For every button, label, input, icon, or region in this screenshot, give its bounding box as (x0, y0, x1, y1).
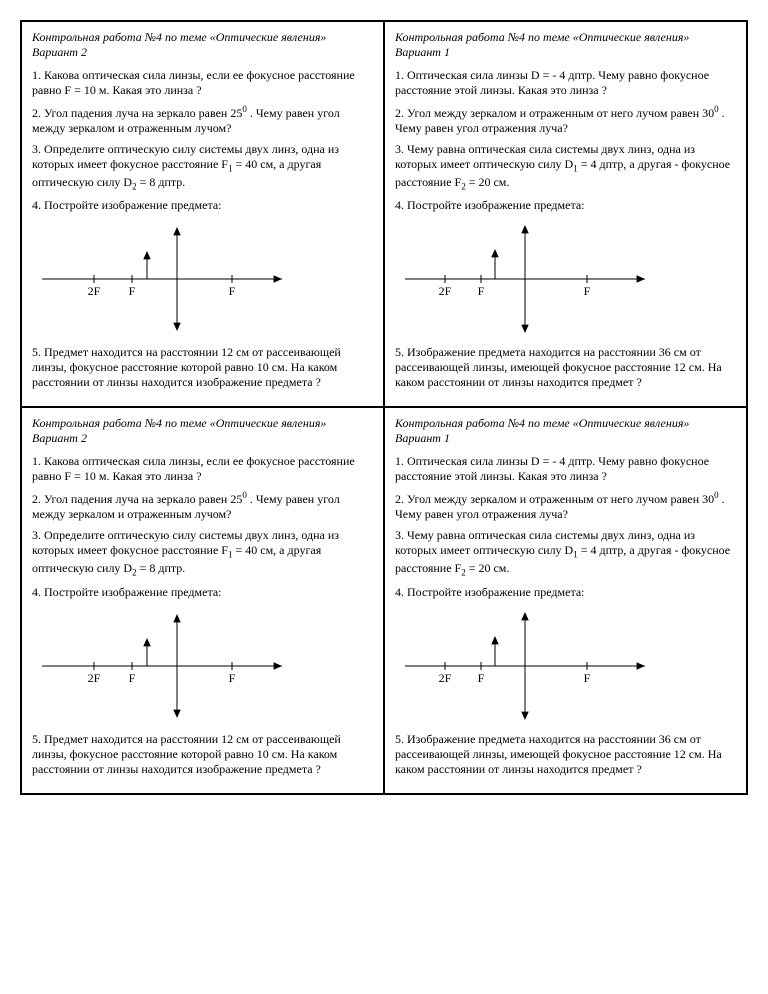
q1: 1. Оптическая сила линзы D = - 4 дптр. Ч… (395, 68, 736, 98)
variant-label: Вариант 2 (32, 431, 373, 446)
worksheet-title: Контрольная работа №4 по теме «Оптически… (395, 30, 736, 45)
svg-text:2F: 2F (439, 284, 452, 298)
q2: 2. Угол между зеркалом и отраженным от н… (395, 104, 736, 136)
q4: 4. Постройте изображение предмета: (395, 198, 736, 213)
svg-text:F: F (478, 671, 485, 685)
q1: 1. Оптическая сила линзы D = - 4 дптр. Ч… (395, 454, 736, 484)
svg-text:F: F (229, 284, 236, 298)
q5: 5. Изображение предмета находится на рас… (395, 345, 736, 390)
q3: 3. Определите оптическую силу системы дв… (32, 528, 373, 578)
variant-label: Вариант 1 (395, 431, 736, 446)
variant-label: Вариант 2 (32, 45, 373, 60)
q4: 4. Постройте изображение предмета: (395, 585, 736, 600)
svg-text:F: F (478, 284, 485, 298)
svg-text:F: F (584, 284, 591, 298)
q5: 5. Предмет находится на расстоянии 12 см… (32, 345, 373, 390)
svg-text:2F: 2F (439, 671, 452, 685)
svg-text:2F: 2F (88, 284, 101, 298)
lens-diagram: 2F F F (395, 606, 736, 726)
worksheet-title: Контрольная работа №4 по теме «Оптически… (395, 416, 736, 431)
q2: 2. Угол падения луча на зеркало равен 25… (32, 490, 373, 522)
lens-diagram: 2F F F (32, 606, 373, 726)
cell-v2-bottom: Контрольная работа №4 по теме «Оптически… (21, 407, 384, 793)
svg-text:2F: 2F (88, 671, 101, 685)
cell-v1-top: Контрольная работа №4 по теме «Оптически… (384, 21, 747, 407)
svg-text:F: F (129, 671, 136, 685)
q2: 2. Угол между зеркалом и отраженным от н… (395, 490, 736, 522)
worksheet-grid: Контрольная работа №4 по теме «Оптически… (20, 20, 748, 795)
q2: 2. Угол падения луча на зеркало равен 25… (32, 104, 373, 136)
svg-text:F: F (584, 671, 591, 685)
q4: 4. Постройте изображение предмета: (32, 585, 373, 600)
q5: 5. Предмет находится на расстоянии 12 см… (32, 732, 373, 777)
worksheet-title: Контрольная работа №4 по теме «Оптически… (32, 416, 373, 431)
worksheet-title: Контрольная работа №4 по теме «Оптически… (32, 30, 373, 45)
lens-diagram: 2F F F (395, 219, 736, 339)
svg-text:F: F (129, 284, 136, 298)
lens-diagram: 2F F F (32, 219, 373, 339)
cell-v2-top: Контрольная работа №4 по теме «Оптически… (21, 21, 384, 407)
variant-label: Вариант 1 (395, 45, 736, 60)
svg-text:F: F (229, 671, 236, 685)
q3: 3. Чему равна оптическая сила системы дв… (395, 142, 736, 192)
q1: 1. Какова оптическая сила линзы, если ее… (32, 454, 373, 484)
q5: 5. Изображение предмета находится на рас… (395, 732, 736, 777)
cell-v1-bottom: Контрольная работа №4 по теме «Оптически… (384, 407, 747, 793)
q3: 3. Определите оптическую силу системы дв… (32, 142, 373, 192)
q1: 1. Какова оптическая сила линзы, если ее… (32, 68, 373, 98)
q4: 4. Постройте изображение предмета: (32, 198, 373, 213)
q3: 3. Чему равна оптическая сила системы дв… (395, 528, 736, 578)
